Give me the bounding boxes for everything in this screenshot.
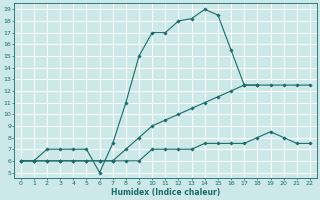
X-axis label: Humidex (Indice chaleur): Humidex (Indice chaleur) [111, 188, 220, 197]
